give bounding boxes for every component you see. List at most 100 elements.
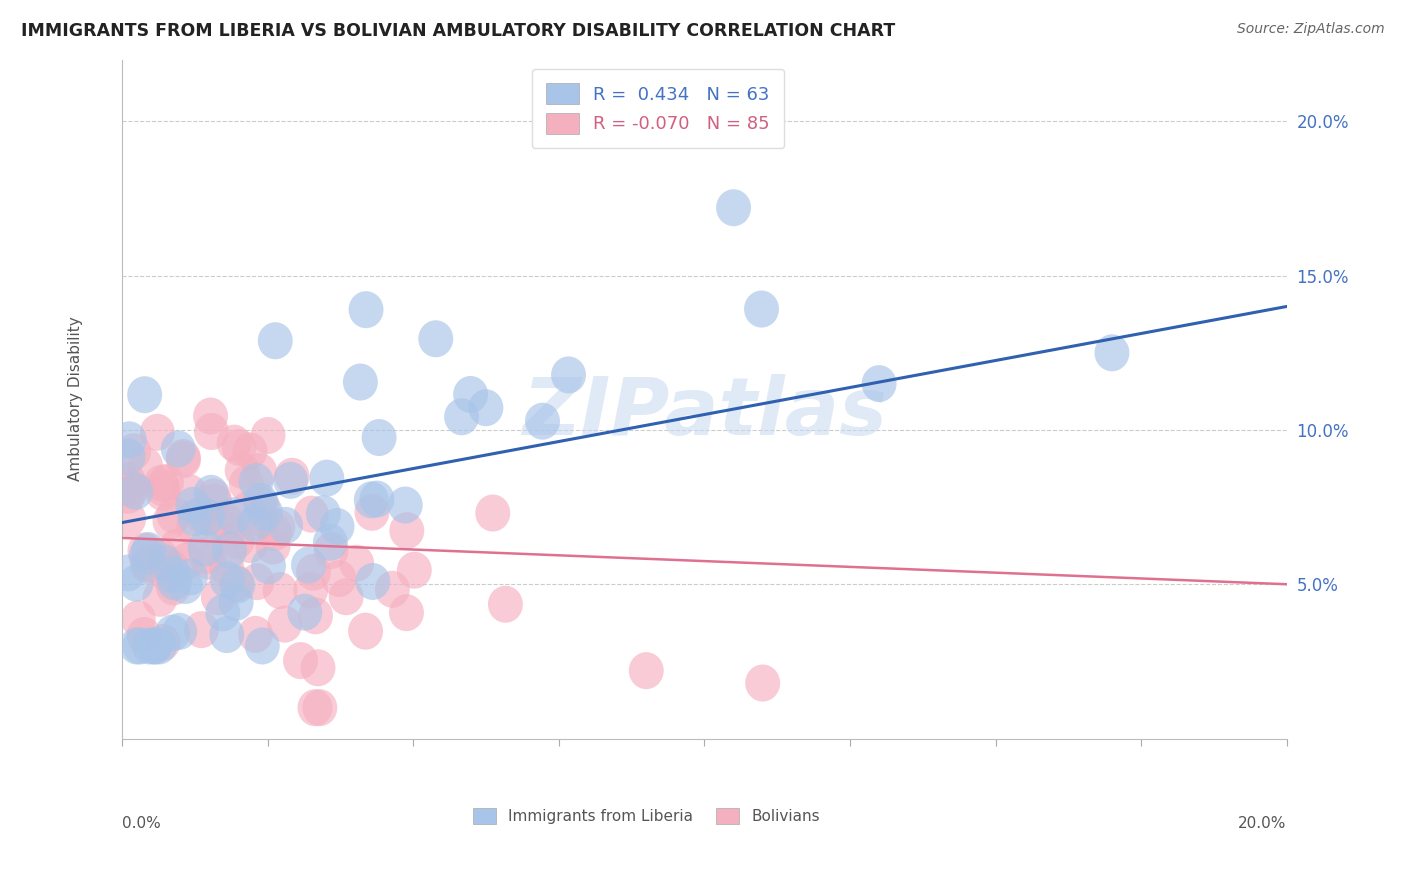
Ellipse shape bbox=[176, 487, 211, 524]
Ellipse shape bbox=[159, 529, 194, 566]
Ellipse shape bbox=[453, 376, 488, 413]
Ellipse shape bbox=[143, 538, 179, 574]
Ellipse shape bbox=[263, 572, 298, 609]
Ellipse shape bbox=[242, 453, 277, 490]
Ellipse shape bbox=[551, 357, 586, 393]
Ellipse shape bbox=[225, 452, 260, 489]
Ellipse shape bbox=[177, 500, 212, 536]
Ellipse shape bbox=[314, 524, 347, 561]
Ellipse shape bbox=[273, 462, 308, 499]
Ellipse shape bbox=[129, 538, 163, 574]
Text: Source: ZipAtlas.com: Source: ZipAtlas.com bbox=[1237, 22, 1385, 37]
Ellipse shape bbox=[329, 578, 364, 615]
Ellipse shape bbox=[218, 565, 253, 601]
Ellipse shape bbox=[152, 502, 187, 540]
Ellipse shape bbox=[142, 627, 177, 665]
Ellipse shape bbox=[309, 459, 344, 497]
Ellipse shape bbox=[131, 547, 165, 584]
Ellipse shape bbox=[111, 555, 146, 591]
Ellipse shape bbox=[167, 567, 202, 604]
Ellipse shape bbox=[314, 533, 349, 569]
Ellipse shape bbox=[172, 475, 207, 511]
Ellipse shape bbox=[283, 642, 318, 679]
Ellipse shape bbox=[294, 572, 328, 608]
Ellipse shape bbox=[322, 560, 357, 597]
Ellipse shape bbox=[132, 627, 167, 665]
Text: 0.0%: 0.0% bbox=[122, 815, 162, 830]
Ellipse shape bbox=[127, 617, 162, 654]
Ellipse shape bbox=[118, 473, 153, 510]
Ellipse shape bbox=[184, 496, 218, 533]
Ellipse shape bbox=[319, 508, 354, 545]
Ellipse shape bbox=[468, 389, 503, 426]
Ellipse shape bbox=[193, 398, 228, 434]
Text: Ambulatory Disability: Ambulatory Disability bbox=[69, 317, 83, 482]
Ellipse shape bbox=[194, 475, 228, 512]
Ellipse shape bbox=[198, 502, 233, 539]
Ellipse shape bbox=[307, 495, 340, 533]
Ellipse shape bbox=[160, 431, 195, 467]
Ellipse shape bbox=[209, 616, 245, 653]
Legend: Immigrants from Liberia, Bolivians: Immigrants from Liberia, Bolivians bbox=[465, 800, 827, 831]
Ellipse shape bbox=[197, 478, 232, 516]
Ellipse shape bbox=[114, 471, 149, 508]
Ellipse shape bbox=[247, 494, 283, 532]
Ellipse shape bbox=[139, 414, 174, 450]
Ellipse shape bbox=[156, 568, 191, 606]
Ellipse shape bbox=[238, 615, 273, 653]
Ellipse shape bbox=[389, 512, 425, 549]
Ellipse shape bbox=[128, 447, 163, 484]
Ellipse shape bbox=[388, 486, 423, 524]
Ellipse shape bbox=[143, 465, 179, 501]
Ellipse shape bbox=[232, 433, 267, 469]
Ellipse shape bbox=[127, 376, 162, 413]
Ellipse shape bbox=[150, 556, 186, 593]
Ellipse shape bbox=[257, 514, 292, 551]
Ellipse shape bbox=[209, 561, 245, 599]
Ellipse shape bbox=[419, 320, 453, 358]
Ellipse shape bbox=[157, 564, 191, 600]
Ellipse shape bbox=[211, 512, 246, 549]
Ellipse shape bbox=[118, 565, 153, 601]
Ellipse shape bbox=[146, 624, 180, 661]
Ellipse shape bbox=[187, 530, 222, 566]
Ellipse shape bbox=[294, 496, 329, 533]
Ellipse shape bbox=[169, 542, 204, 580]
Ellipse shape bbox=[389, 594, 425, 632]
Ellipse shape bbox=[243, 483, 278, 520]
Ellipse shape bbox=[252, 547, 285, 584]
Ellipse shape bbox=[257, 322, 292, 359]
Ellipse shape bbox=[239, 463, 274, 500]
Ellipse shape bbox=[148, 544, 181, 582]
Ellipse shape bbox=[111, 468, 146, 505]
Ellipse shape bbox=[245, 627, 280, 665]
Ellipse shape bbox=[156, 497, 191, 533]
Ellipse shape bbox=[209, 549, 245, 585]
Ellipse shape bbox=[149, 464, 184, 501]
Ellipse shape bbox=[156, 557, 191, 593]
Ellipse shape bbox=[219, 584, 253, 621]
Ellipse shape bbox=[184, 611, 219, 648]
Ellipse shape bbox=[162, 613, 197, 649]
Ellipse shape bbox=[128, 533, 162, 569]
Ellipse shape bbox=[197, 483, 232, 521]
Ellipse shape bbox=[250, 417, 285, 454]
Ellipse shape bbox=[205, 594, 240, 632]
Ellipse shape bbox=[488, 586, 523, 623]
Ellipse shape bbox=[256, 527, 291, 565]
Ellipse shape bbox=[212, 532, 247, 569]
Ellipse shape bbox=[260, 509, 295, 546]
Ellipse shape bbox=[349, 613, 382, 649]
Ellipse shape bbox=[145, 469, 180, 507]
Ellipse shape bbox=[132, 545, 167, 582]
Ellipse shape bbox=[302, 690, 337, 726]
Text: 20.0%: 20.0% bbox=[1239, 815, 1286, 830]
Ellipse shape bbox=[301, 649, 336, 686]
Ellipse shape bbox=[221, 566, 256, 604]
Ellipse shape bbox=[444, 398, 479, 435]
Ellipse shape bbox=[122, 627, 157, 665]
Ellipse shape bbox=[155, 549, 188, 586]
Ellipse shape bbox=[111, 462, 146, 500]
Ellipse shape bbox=[298, 598, 333, 634]
Ellipse shape bbox=[243, 500, 278, 537]
